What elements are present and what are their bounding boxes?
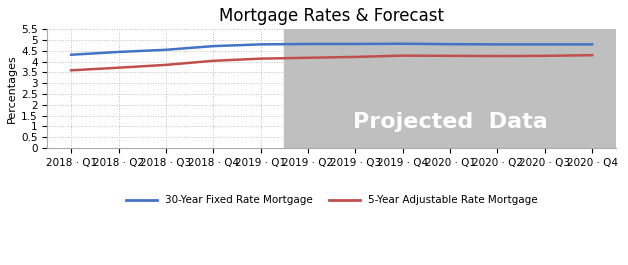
Text: Projected  Data: Projected Data (353, 112, 548, 132)
Title: Mortgage Rates & Forecast: Mortgage Rates & Forecast (219, 7, 444, 25)
Y-axis label: Percentages: Percentages (7, 54, 17, 123)
Legend: 30-Year Fixed Rate Mortgage, 5-Year Adjustable Rate Mortgage: 30-Year Fixed Rate Mortgage, 5-Year Adju… (121, 191, 542, 210)
Bar (284, 29, 616, 148)
